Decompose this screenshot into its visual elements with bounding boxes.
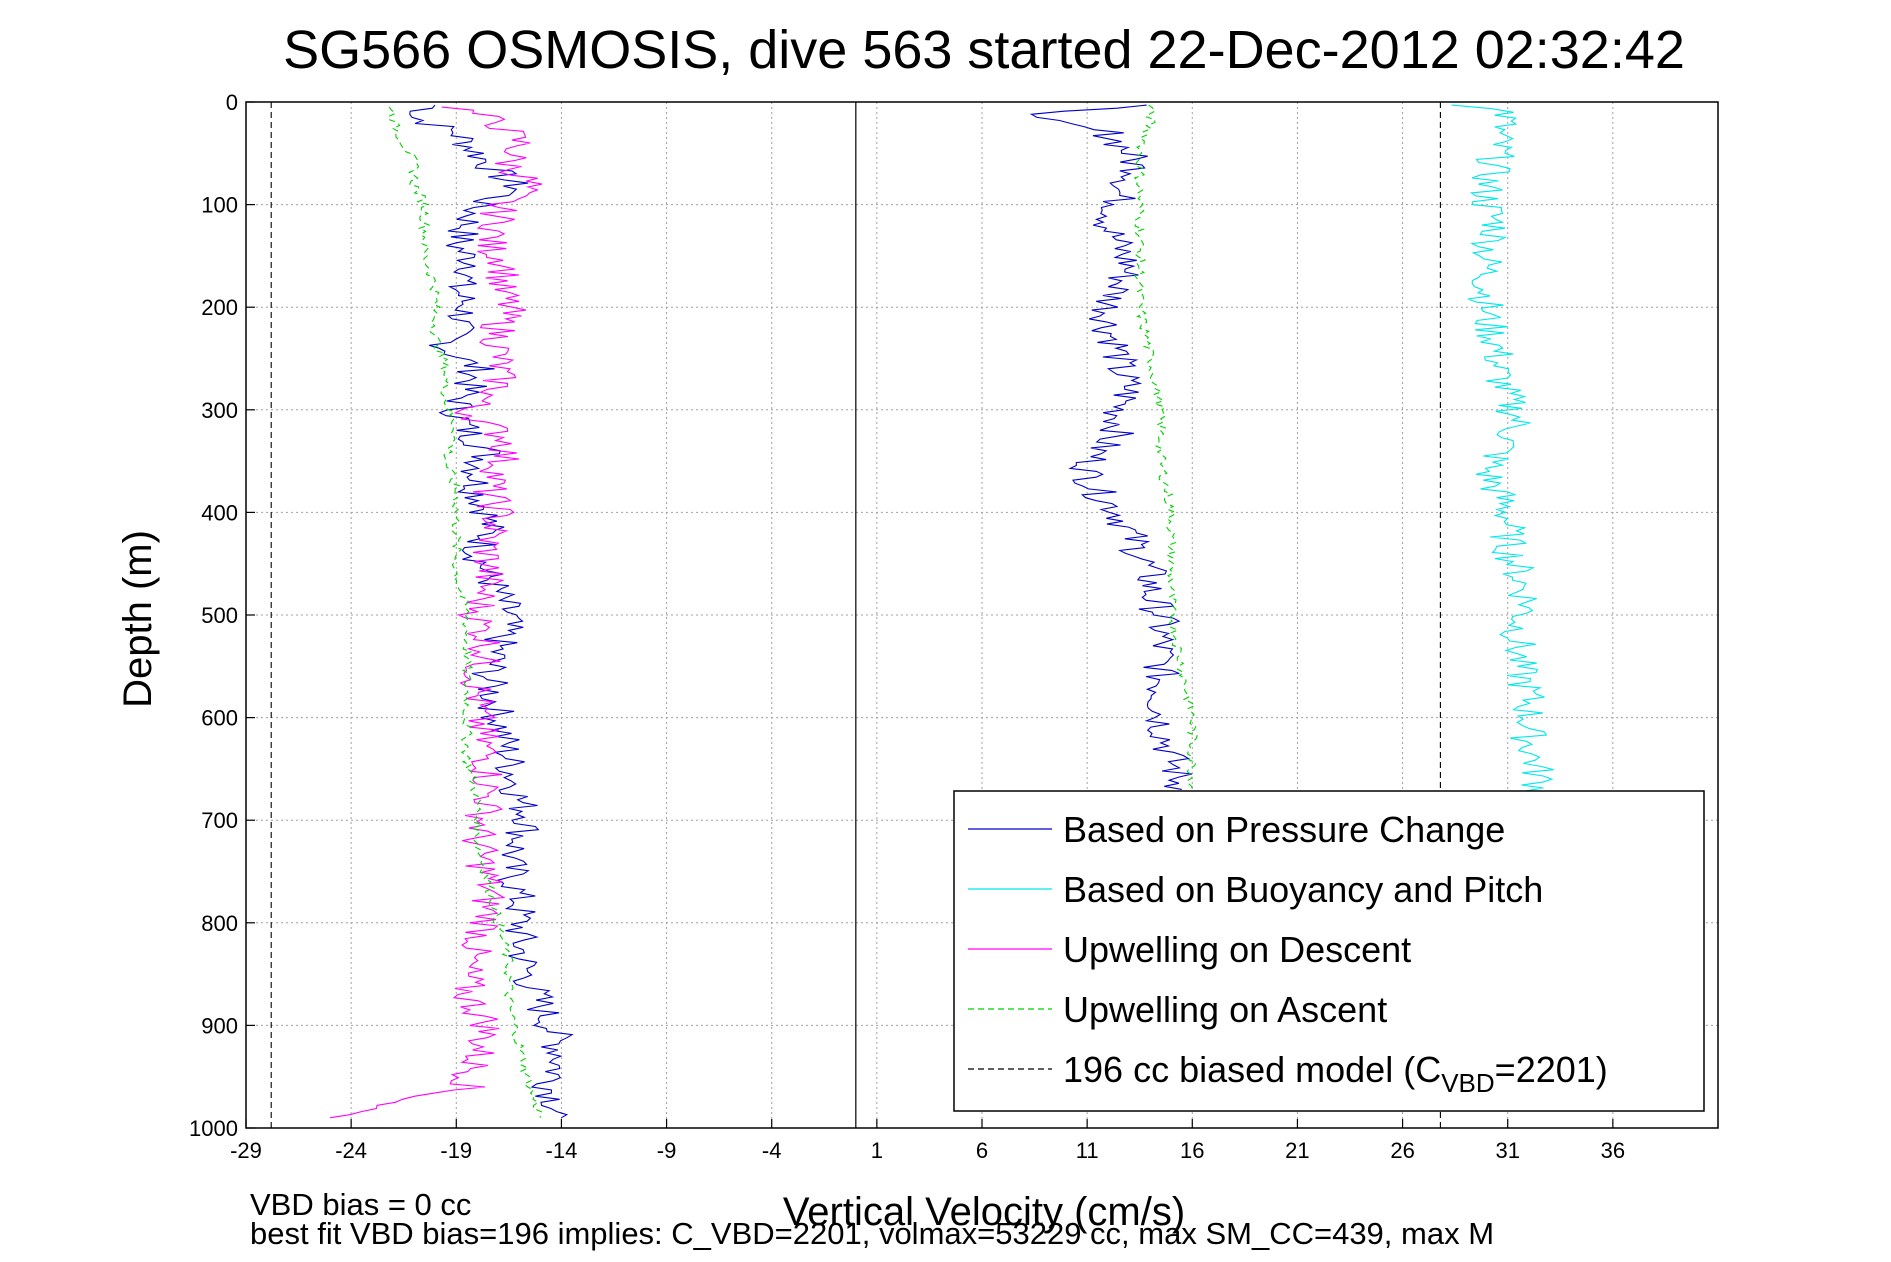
y-tick-label: 100 [201, 193, 238, 218]
legend-box [953, 790, 1705, 1112]
x-tick-label: 26 [1390, 1138, 1414, 1163]
footer-line-1: VBD bias = 0 cc [250, 1187, 471, 1222]
x-tick-label: -29 [230, 1138, 262, 1163]
x-tick-label: 16 [1180, 1138, 1204, 1163]
x-tick-label: -4 [762, 1138, 782, 1163]
series-line-0-1 [1029, 104, 1193, 790]
x-tick-label: 36 [1601, 1138, 1625, 1163]
y-axis-label: Depth (m) [116, 530, 160, 708]
series-line-3-1 [1133, 104, 1199, 821]
footer-line-2: best fit VBD bias=196 implies: C_VBD=220… [250, 1216, 1494, 1251]
y-tick-labels: 0 100 200 300 400 500 600 700 800 900 1000 [189, 90, 238, 1141]
x-tick-label: -14 [546, 1138, 578, 1163]
x-tick-label: 31 [1495, 1138, 1519, 1163]
series-line-2-0 [330, 106, 543, 1119]
y-tick-label: 700 [201, 808, 238, 833]
x-tick-label: -19 [440, 1138, 472, 1163]
y-tick-label: 1000 [189, 1116, 238, 1141]
y-tick-label: 900 [201, 1013, 238, 1038]
chart-title: SG566 OSMOSIS, dive 563 started 22-Dec-2… [283, 20, 1685, 80]
legend-label-2: Upwelling on Descent [1063, 929, 1411, 970]
x-tick-label: -9 [657, 1138, 677, 1163]
legend: Based on Pressure Change Based on Buoyanc… [953, 790, 1705, 1112]
series-line-1-0 [1451, 104, 1554, 801]
x-tick-label: 11 [1076, 1138, 1099, 1163]
x-tick-label: 21 [1285, 1138, 1309, 1163]
y-tick-label: 400 [201, 500, 238, 525]
series-line-3-0 [388, 106, 542, 1118]
legend-label-3: Upwelling on Ascent [1063, 989, 1387, 1030]
legend-label-4: 196 cc biased model (CVBD=2201) [1063, 1049, 1608, 1098]
x-tick-label: -24 [335, 1138, 367, 1163]
legend-label-1: Based on Buoyancy and Pitch [1063, 869, 1543, 910]
legend-label-0: Based on Pressure Change [1063, 809, 1505, 850]
y-tick-label: 500 [201, 603, 238, 628]
series-line-0-0 [409, 104, 574, 1119]
y-tick-label: 0 [226, 90, 238, 115]
y-tick-label: 800 [201, 911, 238, 936]
x-tick-labels: -29 -24 -19 -14 -9 -4 1 6 11 16 21 26 31 36 [230, 1138, 1625, 1163]
x-axis-label: Vertical Velocity (cm/s) [783, 1190, 1185, 1234]
plot-frame [245, 101, 1719, 1129]
x-tick-label: 6 [976, 1138, 988, 1163]
x-tick-label: 1 [871, 1138, 883, 1163]
y-tick-label: 600 [201, 706, 238, 731]
y-tick-label: 200 [201, 295, 238, 320]
y-tick-label: 300 [201, 398, 238, 423]
